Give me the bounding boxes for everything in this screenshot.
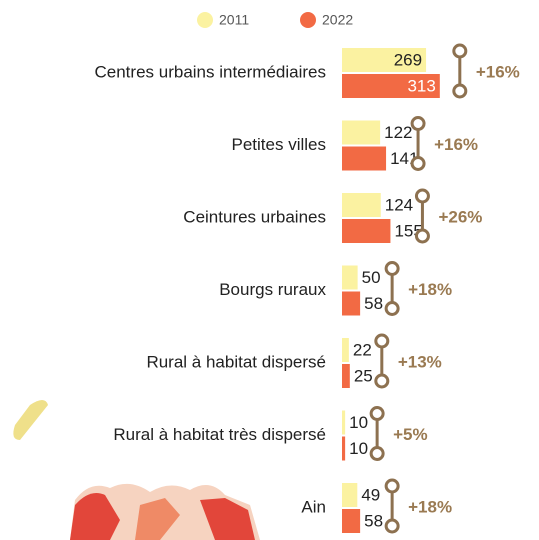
change-pin-head: [384, 261, 400, 276]
bar: [342, 265, 358, 290]
bar: [342, 146, 387, 171]
category-label: Centres urbains intermédiaires: [95, 62, 327, 81]
change-label: +5%: [393, 425, 428, 444]
decor-blob: [13, 400, 49, 440]
change-pin-foot: [410, 156, 426, 171]
legend-swatch: [197, 12, 213, 28]
change-label: +26%: [438, 207, 482, 226]
value-label: 50: [362, 268, 381, 287]
change-label: +16%: [476, 62, 520, 81]
change-pin-head: [452, 43, 468, 59]
change-pin-foot: [384, 301, 400, 316]
bar: [342, 436, 346, 461]
change-pin-head: [384, 478, 400, 494]
category-label: Ceintures urbaines: [183, 207, 326, 226]
value-label: 49: [361, 485, 380, 504]
value-label: 58: [364, 511, 383, 530]
change-pin-head: [414, 188, 430, 204]
change-label: +18%: [408, 497, 452, 516]
change-pin-foot: [452, 83, 468, 99]
value-label: 58: [364, 294, 383, 313]
change-pin-head: [369, 406, 385, 421]
value-label: 25: [354, 366, 373, 385]
value-label: 124: [385, 195, 413, 214]
change-pin-foot: [384, 518, 400, 534]
value-label: 313: [407, 76, 435, 95]
bar: [342, 74, 440, 98]
bar: [342, 483, 358, 507]
bar: [342, 364, 350, 388]
bar: [342, 338, 349, 362]
change-pin-foot: [414, 228, 430, 244]
change-pin-head: [374, 333, 390, 349]
bar: [342, 193, 381, 217]
change-pin-head: [410, 116, 426, 131]
change-label: +18%: [408, 280, 452, 299]
legend-label: 2011: [219, 12, 249, 28]
legend-swatch: [300, 12, 316, 28]
legend-label: 2022: [322, 12, 353, 28]
value-label: 122: [384, 123, 412, 142]
bar: [342, 410, 346, 435]
bar: [342, 509, 361, 533]
change-pin-foot: [374, 373, 390, 389]
category-label: Rural à habitat très dispersé: [113, 425, 326, 444]
category-label: Bourgs ruraux: [219, 280, 326, 299]
category-label: Rural à habitat dispersé: [146, 352, 326, 371]
change-label: +16%: [434, 135, 478, 154]
value-label: 269: [394, 50, 422, 69]
bar: [342, 291, 361, 316]
map: [70, 483, 260, 540]
bar: [342, 48, 427, 72]
value-label: 10: [349, 439, 368, 458]
change-label: +13%: [398, 352, 442, 371]
bar: [342, 219, 391, 243]
category-label: Ain: [301, 497, 326, 516]
change-pin-foot: [369, 446, 385, 461]
value-label: 22: [353, 340, 372, 359]
bar: [342, 120, 381, 145]
value-label: 10: [349, 413, 368, 432]
category-label: Petites villes: [232, 135, 326, 154]
